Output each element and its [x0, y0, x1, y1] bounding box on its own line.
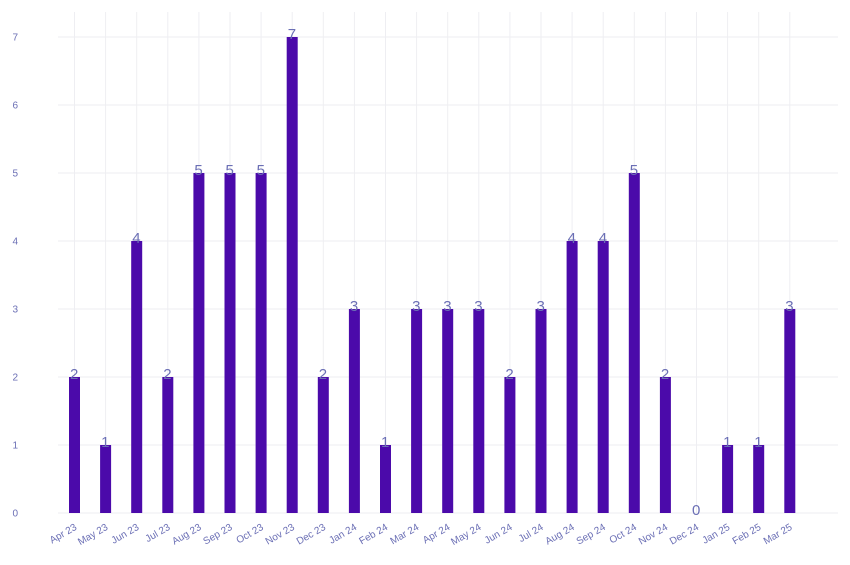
x-tick-label: Nov 24: [637, 522, 670, 548]
x-tick-label: Apr 23: [48, 522, 79, 546]
x-tick-label: Dec 24: [668, 522, 701, 548]
bar: [473, 309, 485, 513]
y-tick-label: 3: [12, 305, 18, 316]
x-tick-label: Sep 23: [202, 522, 235, 548]
bar: [380, 445, 391, 513]
bar: [784, 309, 796, 513]
bar-value-label: 4: [599, 230, 607, 247]
bar-value-label: 2: [505, 366, 513, 383]
bar-value-label: 2: [163, 366, 171, 383]
bar: [193, 173, 205, 513]
x-tick-label: Jan 25: [701, 522, 733, 547]
x-tick-label: Nov 23: [264, 522, 297, 548]
x-tick-label: Jun 23: [110, 522, 142, 547]
y-tick-label: 7: [12, 33, 18, 44]
bar-value-label: 5: [630, 162, 638, 179]
bar-value-label: 3: [350, 298, 358, 315]
bar-labels: 2 1 4 2 5 5 5 7 2 3 1 3 3 3 2 3 4 4 5 2 0 1 1 3: [70, 26, 794, 519]
bar: [411, 309, 423, 513]
x-tick-label: May 24: [449, 522, 483, 548]
bar: [131, 241, 143, 513]
bar: [255, 173, 267, 513]
bar-value-label: 3: [537, 298, 545, 315]
bar-value-label: 4: [132, 230, 140, 247]
x-tick-label: May 23: [76, 522, 110, 548]
bar: [442, 309, 454, 513]
bar: [348, 309, 360, 513]
bar-value-label: 4: [568, 230, 576, 247]
x-tick-label: Feb 24: [358, 522, 391, 547]
x-tick-label: Sep 24: [575, 522, 608, 548]
bar-value-label: 3: [412, 298, 420, 315]
bar-value-label: 0: [692, 502, 700, 519]
x-tick-label: Jan 24: [327, 522, 359, 547]
bar: [317, 377, 329, 513]
x-tick-label: Aug 24: [544, 522, 577, 548]
bar: [224, 173, 236, 513]
bar-value-label: 7: [288, 26, 296, 43]
x-tick-label: Mar 25: [762, 522, 795, 547]
y-tick-label: 4: [12, 237, 18, 248]
bar-value-label: 5: [194, 162, 202, 179]
bar-value-label: 3: [474, 298, 482, 315]
bar-value-label: 5: [257, 162, 265, 179]
x-tick-label: Aug 23: [170, 522, 203, 548]
x-tick-label: Apr 24: [421, 522, 452, 546]
bar-value-label: 3: [785, 298, 793, 315]
bar: [753, 445, 765, 513]
x-tick-label: Feb 25: [731, 522, 764, 547]
x-tick-label: Mar 24: [389, 522, 422, 547]
y-tick-label: 1: [12, 441, 18, 452]
x-tick-label: Oct 23: [235, 522, 266, 546]
y-tick-label: 6: [12, 101, 18, 112]
bar: [597, 241, 609, 513]
bar: [566, 241, 578, 513]
bar-value-label: 2: [661, 366, 669, 383]
bar: [504, 377, 516, 513]
bar-value-label: 1: [754, 434, 762, 451]
bar: [100, 445, 112, 513]
bar: [628, 173, 640, 513]
x-tick-label: Jun 24: [483, 522, 515, 547]
bar-value-label: 3: [443, 298, 451, 315]
x-tick-label: Jul 23: [144, 522, 173, 545]
bar-value-label: 5: [226, 162, 234, 179]
bar-value-label: 2: [70, 366, 78, 383]
bar-value-label: 1: [101, 434, 109, 451]
bars: [69, 37, 796, 513]
bar: [535, 309, 547, 513]
x-tick-label: Oct 24: [608, 522, 639, 546]
y-tick-label: 5: [12, 169, 18, 180]
y-tick-label: 0: [12, 509, 18, 520]
bar-value-label: 1: [723, 434, 731, 451]
bar: [162, 377, 174, 513]
x-tick-label: Dec 23: [295, 522, 328, 548]
bar: [659, 377, 671, 513]
bar-value-label: 2: [319, 366, 327, 383]
y-tick-label: 2: [12, 373, 18, 384]
x-tick-label: Jul 24: [517, 522, 546, 545]
bar: [69, 377, 80, 513]
y-axis: 0 1 2 3 4 5 6 7: [12, 33, 18, 520]
bar: [722, 445, 734, 513]
bar: [286, 37, 298, 513]
bar-value-label: 1: [381, 434, 389, 451]
